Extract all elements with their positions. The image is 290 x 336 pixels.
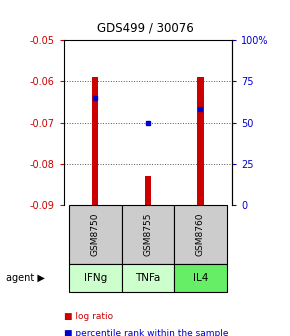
Bar [69, 205, 122, 264]
Bar [174, 264, 227, 292]
Bar [145, 176, 151, 205]
Text: GSM8755: GSM8755 [143, 213, 153, 256]
Text: TNFa: TNFa [135, 273, 161, 283]
Text: GSM8750: GSM8750 [91, 213, 100, 256]
Bar [92, 77, 99, 205]
Text: ■ percentile rank within the sample: ■ percentile rank within the sample [64, 329, 228, 336]
Bar [122, 205, 174, 264]
Bar [122, 264, 174, 292]
Text: IFNg: IFNg [84, 273, 107, 283]
Bar [197, 77, 204, 205]
Text: agent ▶: agent ▶ [6, 273, 45, 283]
Text: GSM8760: GSM8760 [196, 213, 205, 256]
Text: ■ log ratio: ■ log ratio [64, 312, 113, 322]
Bar [69, 264, 122, 292]
Text: IL4: IL4 [193, 273, 208, 283]
Text: GDS499 / 30076: GDS499 / 30076 [97, 22, 193, 35]
Bar [174, 205, 227, 264]
